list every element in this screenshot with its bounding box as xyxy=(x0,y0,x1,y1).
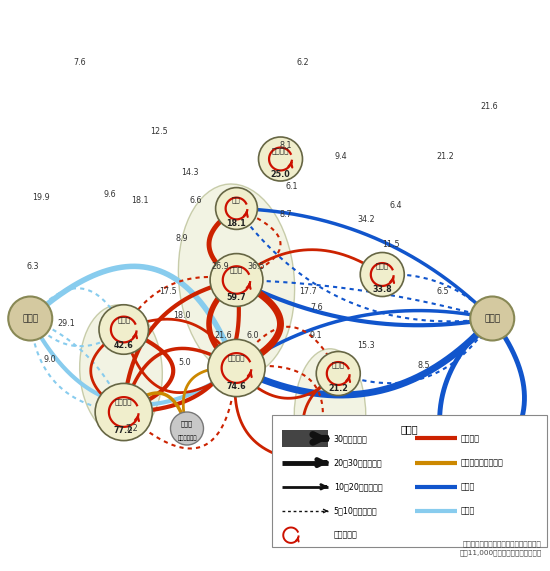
Text: 6.5: 6.5 xyxy=(437,287,449,296)
Text: 大阪府下: 大阪府下 xyxy=(228,354,245,361)
Circle shape xyxy=(210,254,263,307)
Text: 5.0: 5.0 xyxy=(178,358,190,367)
Text: 9.6: 9.6 xyxy=(104,190,116,199)
Text: 東日本: 東日本 xyxy=(484,314,500,323)
Text: 14.3: 14.3 xyxy=(181,168,199,177)
Circle shape xyxy=(95,383,152,441)
Text: 9.4: 9.4 xyxy=(335,152,347,161)
Text: 8.5: 8.5 xyxy=(417,361,430,370)
Text: 17.5: 17.5 xyxy=(159,287,177,296)
Text: 8.7: 8.7 xyxy=(280,210,292,219)
Text: 6.6: 6.6 xyxy=(189,196,201,205)
Text: 大阪市: 大阪市 xyxy=(230,267,243,274)
Text: 京都市: 京都市 xyxy=(332,361,345,368)
Text: 9.0: 9.0 xyxy=(43,355,56,364)
Circle shape xyxy=(216,188,257,230)
FancyBboxPatch shape xyxy=(272,415,547,547)
Text: 西日本: 西日本 xyxy=(22,314,38,323)
Text: 34.2: 34.2 xyxy=(357,215,375,224)
Text: 11.7: 11.7 xyxy=(304,472,323,481)
Text: 18.1: 18.1 xyxy=(131,196,149,205)
Text: 21.2: 21.2 xyxy=(437,152,454,161)
Text: 74.6: 74.6 xyxy=(227,382,246,391)
Text: 33.8: 33.8 xyxy=(372,285,392,294)
Text: 資料：物流基礎調査（実態アンケート）
（約11,000事業所の拡大後の集計）: 資料：物流基礎調査（実態アンケート） （約11,000事業所の拡大後の集計） xyxy=(459,540,542,556)
Circle shape xyxy=(360,252,404,296)
Circle shape xyxy=(170,412,204,445)
Text: 21.2: 21.2 xyxy=(328,384,348,393)
Circle shape xyxy=(99,305,148,354)
Text: 15.3: 15.3 xyxy=(357,341,375,351)
Text: 6.0: 6.0 xyxy=(247,331,259,340)
Text: 12.5: 12.5 xyxy=(151,127,168,136)
Text: 8.9: 8.9 xyxy=(175,234,188,243)
Text: 近畿内（都市圏外）: 近畿内（都市圏外） xyxy=(460,458,503,467)
Circle shape xyxy=(258,137,303,181)
Circle shape xyxy=(8,296,52,340)
Text: 59.7: 59.7 xyxy=(227,293,246,301)
Text: （都市圏外）: （都市圏外） xyxy=(177,436,197,441)
Text: 兵庫県下: 兵庫県下 xyxy=(115,398,133,405)
Text: 18.0: 18.0 xyxy=(173,311,190,320)
Circle shape xyxy=(208,339,265,397)
Text: 10〜20千トン未満: 10〜20千トン未満 xyxy=(334,482,382,491)
Text: 凡　例: 凡 例 xyxy=(401,424,419,434)
Text: 17.7: 17.7 xyxy=(299,287,317,296)
Text: 滋賀県: 滋賀県 xyxy=(450,477,463,483)
Text: 5〜10千トン未満: 5〜10千トン未満 xyxy=(334,506,377,516)
Text: 38.6: 38.6 xyxy=(447,500,466,509)
Ellipse shape xyxy=(178,184,295,376)
Text: 6.2: 6.2 xyxy=(296,58,309,67)
Text: 7.6: 7.6 xyxy=(74,58,86,67)
Text: 6.1: 6.1 xyxy=(285,182,298,191)
Text: 都市圏内: 都市圏内 xyxy=(460,434,480,443)
Text: 19.9: 19.9 xyxy=(32,193,50,202)
Text: 26.9: 26.9 xyxy=(211,262,229,271)
Circle shape xyxy=(470,296,514,340)
Text: 18.1: 18.1 xyxy=(227,219,246,227)
Ellipse shape xyxy=(80,305,162,437)
Text: 25.0: 25.0 xyxy=(271,170,290,179)
Text: 6.3: 6.3 xyxy=(27,262,39,271)
Text: 30千トン以上: 30千トン以上 xyxy=(334,434,367,443)
Text: 42.6: 42.6 xyxy=(114,341,134,351)
Text: 8.1: 8.1 xyxy=(280,140,292,150)
Text: 堺市: 堺市 xyxy=(232,196,241,203)
Text: 9.1: 9.1 xyxy=(310,331,322,340)
Text: 36.5: 36.5 xyxy=(247,262,265,271)
Ellipse shape xyxy=(294,349,366,481)
Text: 東日本: 東日本 xyxy=(460,482,475,491)
Text: 6.4: 6.4 xyxy=(390,201,402,210)
Text: 21.6: 21.6 xyxy=(214,331,232,340)
Text: 和歌山県: 和歌山県 xyxy=(272,147,289,154)
Text: 京都府下: 京都府下 xyxy=(305,450,322,456)
Text: 近畿内: 近畿内 xyxy=(181,421,193,428)
Text: 奈良県: 奈良県 xyxy=(376,263,389,269)
Text: 7.2: 7.2 xyxy=(125,424,139,433)
Text: 21.6: 21.6 xyxy=(481,102,498,111)
Text: 29.1: 29.1 xyxy=(57,320,75,328)
Circle shape xyxy=(316,352,360,396)
Text: 西日本: 西日本 xyxy=(460,506,475,516)
Text: 77.2: 77.2 xyxy=(114,426,134,435)
Text: 7.6: 7.6 xyxy=(310,303,322,312)
Circle shape xyxy=(293,441,334,482)
Circle shape xyxy=(433,466,480,512)
Text: 地域内流量: 地域内流量 xyxy=(334,530,358,540)
Text: 11.5: 11.5 xyxy=(382,240,399,249)
Text: 20〜30千トン未満: 20〜30千トン未満 xyxy=(334,458,382,467)
Text: 神戸市: 神戸市 xyxy=(117,317,130,323)
